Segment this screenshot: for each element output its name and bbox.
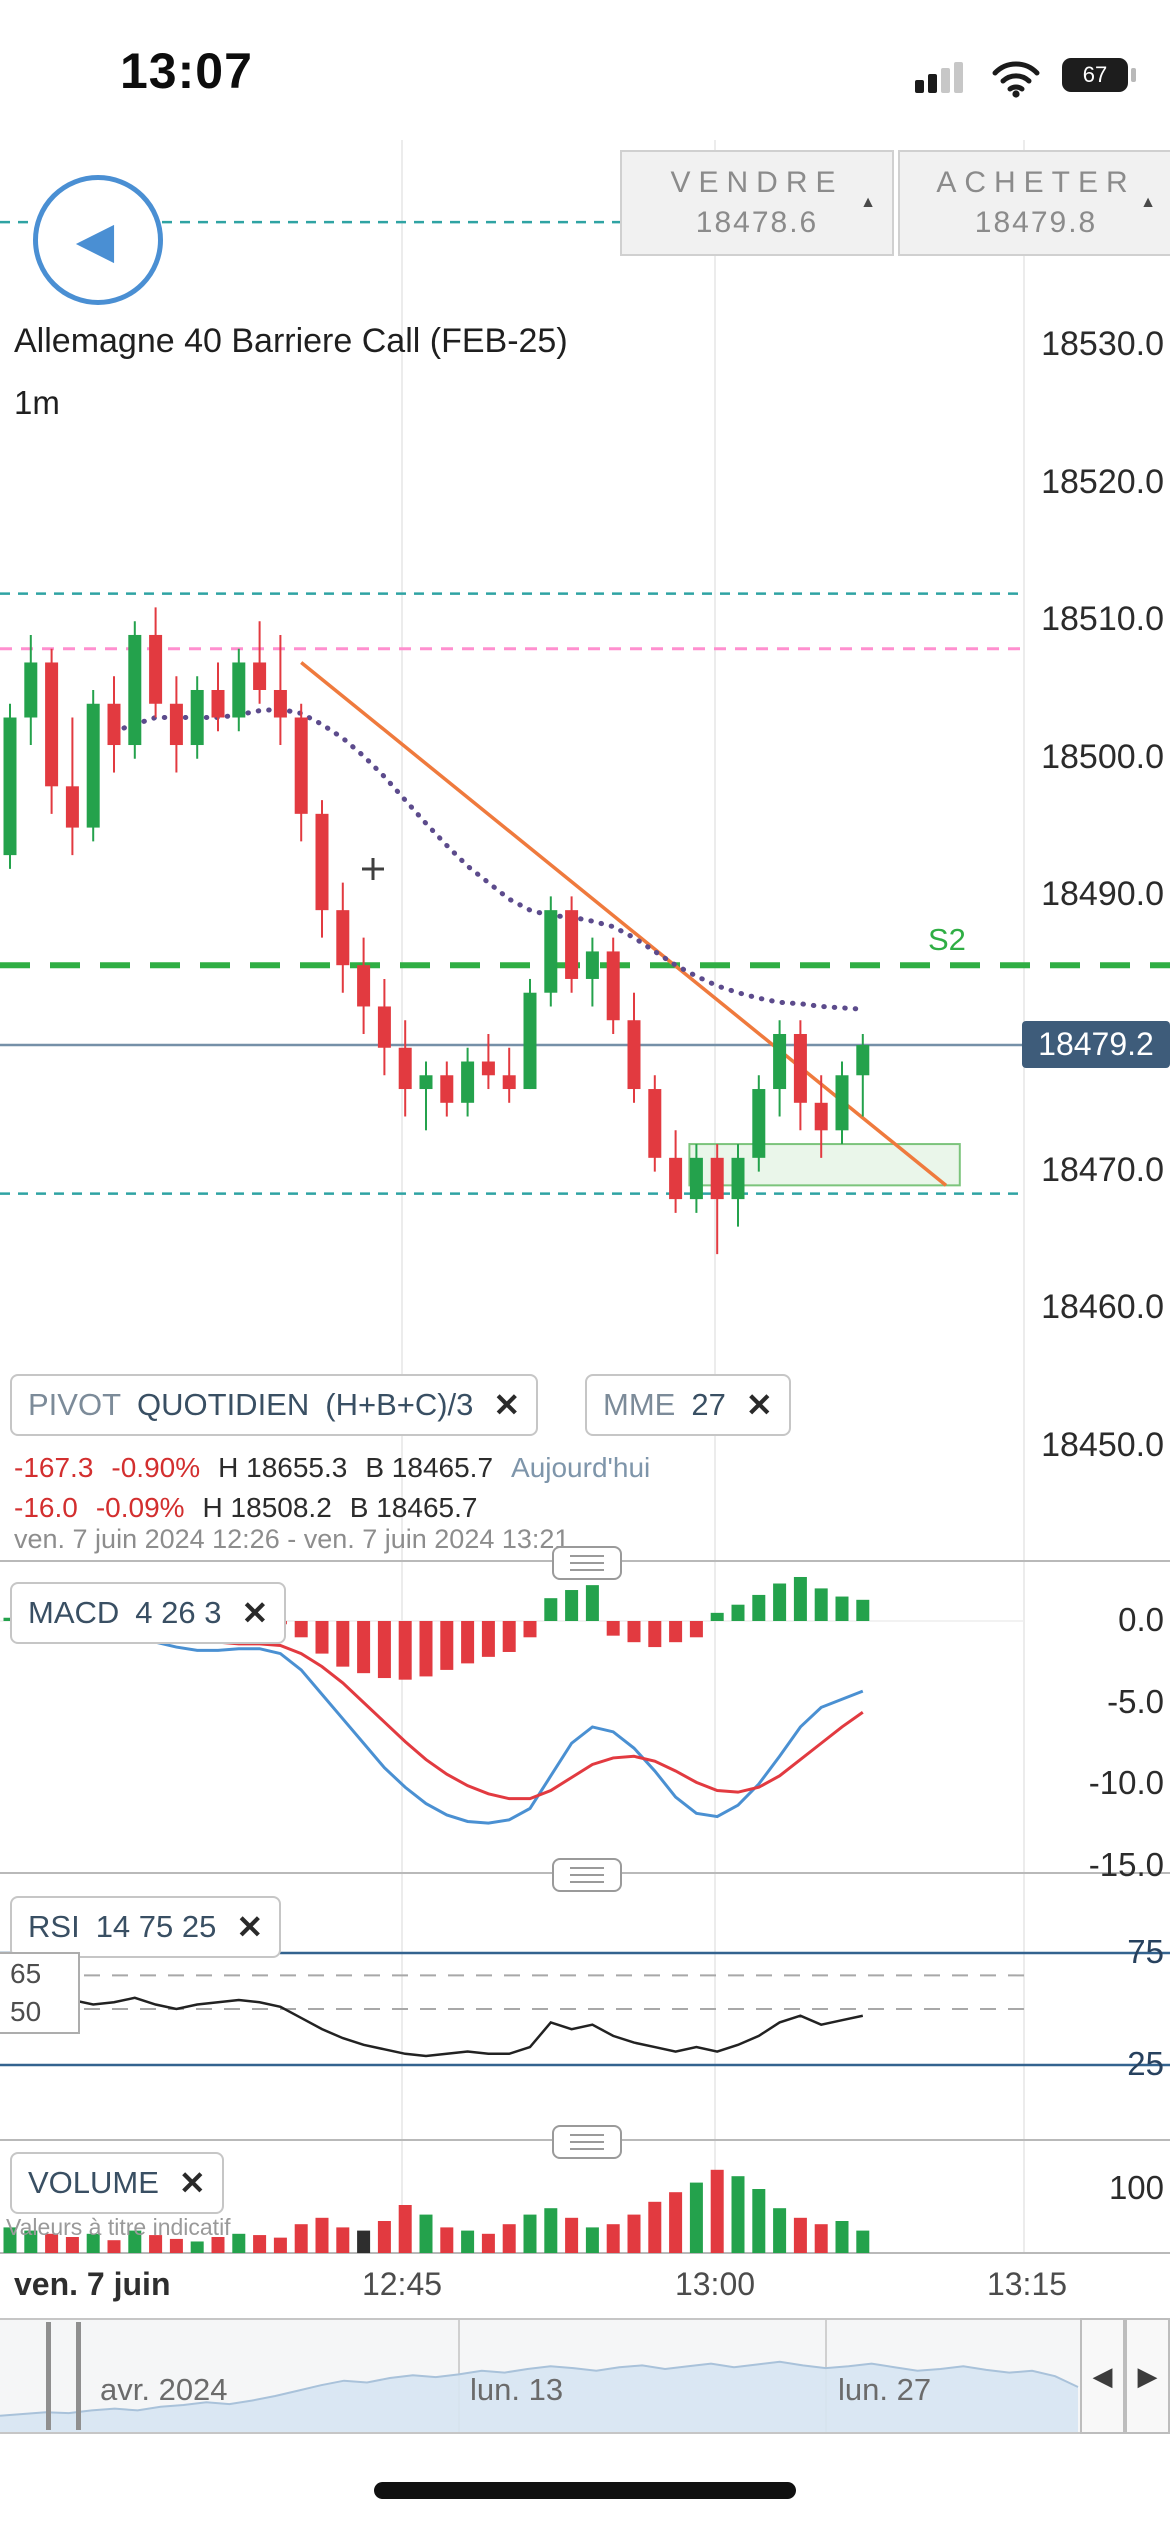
chevron-left-icon: ◀ <box>1092 2360 1113 2391</box>
rsi-chip-name: RSI <box>28 1909 80 1944</box>
change-percent: -0.09% <box>95 1492 185 1523</box>
navigator-prev-button[interactable]: ◀ <box>1080 2318 1125 2434</box>
close-icon[interactable]: ✕ <box>236 1909 264 1945</box>
volume-disclaimer: Valeurs à titre indicatif <box>6 2214 231 2240</box>
battery-icon: 67 <box>1062 58 1136 92</box>
home-indicator[interactable] <box>374 2482 796 2499</box>
macd-chip-params: 4 26 3 <box>135 1595 222 1630</box>
time-range-label: ven. 7 juin 2024 12:26 - ven. 7 juin 202… <box>14 1524 570 1554</box>
back-button[interactable]: ◀ <box>33 175 163 305</box>
price-up-arrow-icon: ▲ <box>1140 194 1156 211</box>
buy-button[interactable]: ACHETER 18479.8 ▲ <box>898 150 1170 256</box>
high-value: H 18508.2 <box>202 1492 332 1523</box>
x-axis-date-label: ven. 7 juin <box>14 2266 171 2302</box>
volume-indicator-chip[interactable]: VOLUME ✕ <box>10 2152 224 2214</box>
change-percent: -0.90% <box>111 1452 201 1483</box>
wifi-icon <box>992 61 1040 98</box>
status-time: 13:07 <box>120 43 253 99</box>
volume-chip-name: VOLUME <box>28 2165 159 2200</box>
close-icon[interactable]: ✕ <box>493 1387 521 1423</box>
pivot-info-row: -16.0 -0.09% H 18508.2 B 18465.7 <box>14 1492 650 1524</box>
timeframe-label: 1m <box>14 384 60 421</box>
change-value: -16.0 <box>14 1492 78 1523</box>
close-icon[interactable]: ✕ <box>178 2165 206 2201</box>
panel-resize-handle[interactable] <box>552 1546 622 1580</box>
s2-level-label: S2 <box>928 922 966 957</box>
mme-indicator-chip[interactable]: MME 27 ✕ <box>585 1374 791 1436</box>
panel-resize-handle[interactable] <box>552 2125 622 2159</box>
sell-price: 18478.6 <box>695 206 819 239</box>
pivot-chip-formula: (H+B+C)/3 <box>325 1387 474 1422</box>
rsi-left-levels-box: 65 50 <box>0 1952 80 2034</box>
sell-label: VENDRE <box>670 166 844 199</box>
pivot-indicator-chip[interactable]: PIVOT QUOTIDIEN (H+B+C)/3 ✕ <box>10 1374 539 1436</box>
buy-price: 18479.8 <box>974 206 1098 239</box>
period-note: Aujourd'hui <box>511 1452 651 1483</box>
rsi-level-label: 65 <box>10 1958 42 1989</box>
pivot-chip-type: QUOTIDIEN <box>137 1387 310 1422</box>
pivot-info-row: -167.3 -0.90% H 18655.3 B 18465.7 Aujour… <box>14 1452 650 1484</box>
close-icon[interactable]: ✕ <box>745 1387 773 1423</box>
macd-indicator-chip[interactable]: MACD 4 26 3 ✕ <box>10 1582 287 1644</box>
low-value: B 18465.7 <box>365 1452 494 1483</box>
panel-resize-handle[interactable] <box>552 1858 622 1892</box>
price-up-arrow-icon: ▲ <box>860 194 876 211</box>
macd-chip-name: MACD <box>28 1595 120 1630</box>
chevron-right-icon: ▶ <box>1137 2360 1158 2391</box>
sell-button[interactable]: VENDRE 18478.6 ▲ <box>620 150 894 256</box>
close-icon[interactable]: ✕ <box>241 1595 269 1631</box>
pivot-chip-name: PIVOT <box>28 1387 122 1422</box>
rsi-indicator-chip[interactable]: RSI 14 75 25 ✕ <box>10 1896 282 1958</box>
instrument-title: Allemagne 40 Barriere Call (FEB-25) <box>14 322 568 360</box>
high-value: H 18655.3 <box>218 1452 348 1483</box>
current-price-tag: 18479.2 <box>1022 1021 1170 1068</box>
change-value: -167.3 <box>14 1452 94 1483</box>
cellular-signal-icon <box>915 62 963 93</box>
rsi-chip-params: 14 75 25 <box>95 1909 217 1944</box>
buy-label: ACHETER <box>936 166 1136 199</box>
battery-percent: 67 <box>1082 62 1108 87</box>
navigator-next-button[interactable]: ▶ <box>1125 2318 1170 2434</box>
back-arrow-icon: ◀ <box>75 212 115 268</box>
pivot-info-block: -167.3 -0.90% H 18655.3 B 18465.7 Aujour… <box>14 1452 650 1532</box>
mme-chip-name: MME <box>603 1387 676 1422</box>
low-value: B 18465.7 <box>349 1492 478 1523</box>
mme-chip-period: 27 <box>691 1387 726 1422</box>
rsi-level-label: 50 <box>10 1996 42 2027</box>
